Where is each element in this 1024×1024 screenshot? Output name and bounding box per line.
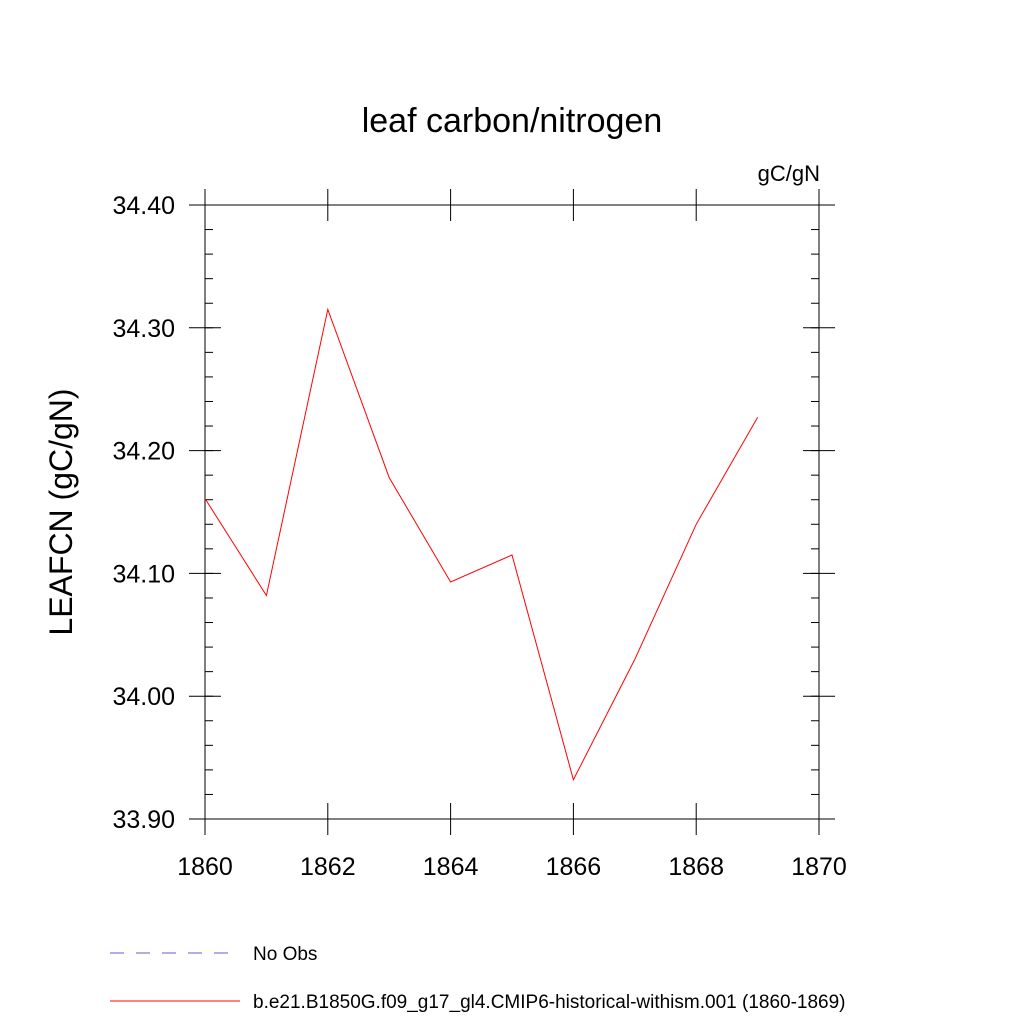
y-tick-label: 34.00 xyxy=(112,683,175,711)
y-tick-label: 34.10 xyxy=(112,560,175,588)
legend-label: b.e21.B1850G.f09_g17_gl4.CMIP6-historica… xyxy=(253,992,846,1013)
x-tick-label: 1860 xyxy=(177,853,233,881)
y-tick-label: 34.20 xyxy=(112,438,175,466)
x-tick-label: 1866 xyxy=(546,853,602,881)
x-tick-label: 1870 xyxy=(791,853,847,881)
y-axis-label: LEAFCN (gC/gN) xyxy=(43,388,79,635)
x-tick-label: 1862 xyxy=(300,853,356,881)
tick-marks xyxy=(189,189,835,835)
series-line xyxy=(204,307,759,782)
legend-label: No Obs xyxy=(253,944,317,965)
chart-title: leaf carbon/nitrogen xyxy=(362,102,663,140)
legend: No Obs b.e21.B1850G.f09_g17_gl4.CMIP6-his… xyxy=(110,944,846,1013)
x-tick-label: 1864 xyxy=(423,853,479,881)
series-layer xyxy=(204,307,759,782)
y-tick-label: 34.30 xyxy=(112,315,175,343)
x-tick-label: 1868 xyxy=(668,853,724,881)
plot-frame xyxy=(204,204,820,820)
y-tick-label: 34.40 xyxy=(112,192,175,220)
y-tick-labels: 33.90 34.00 34.10 34.20 34.30 34.40 xyxy=(112,192,175,834)
x-tick-labels: 1860 1862 1864 1866 1868 1870 xyxy=(177,853,847,881)
y-tick-label: 33.90 xyxy=(112,806,175,834)
units-label: gC/gN xyxy=(758,161,820,186)
